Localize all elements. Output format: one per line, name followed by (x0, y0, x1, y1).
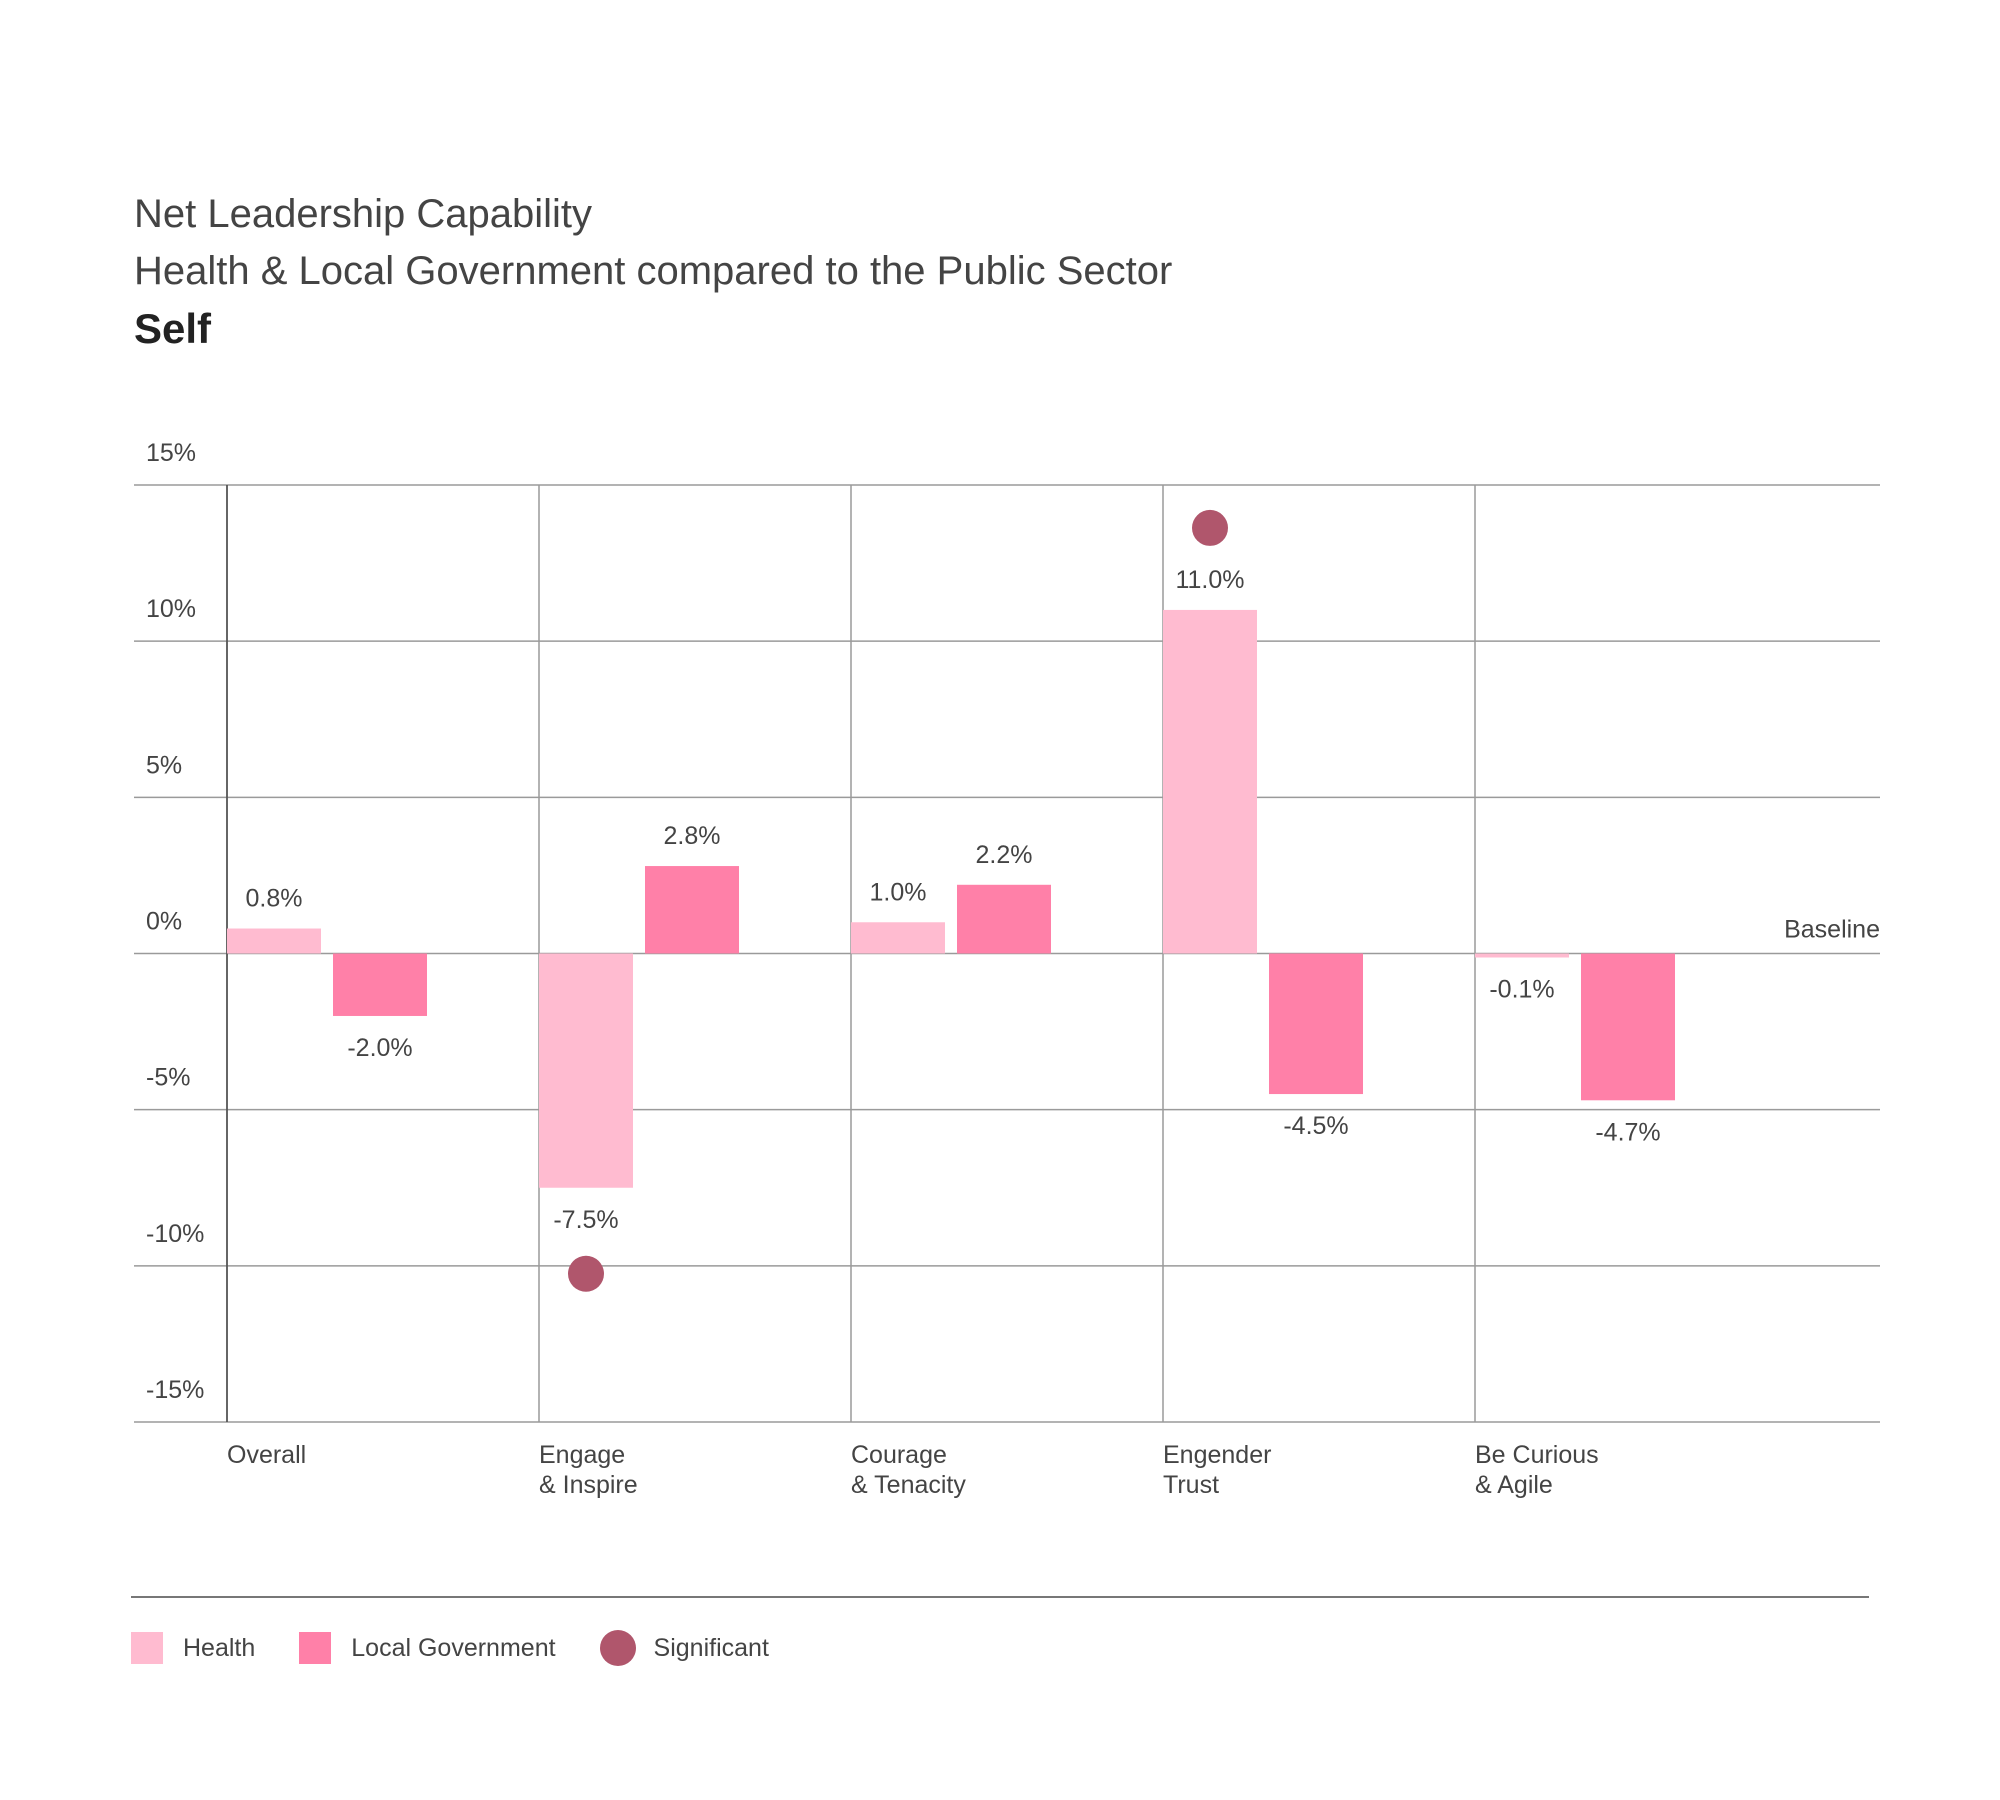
y-tick-label-3: 0% (146, 908, 182, 936)
legend-item-health: Health (131, 1632, 255, 1664)
chart-subtitle-self: Self (134, 305, 212, 352)
data-label-local-government-3: -4.5% (1283, 1112, 1348, 1140)
legend: Health Local Government Significant (131, 1630, 813, 1666)
data-label-health-3: 11.0% (1175, 566, 1244, 594)
bar-local-government-0 (333, 953, 427, 1016)
legend-item-significant: Significant (599, 1630, 769, 1666)
legend-item-local-government: Local Government (299, 1632, 556, 1664)
significant-marker-0 (568, 1255, 604, 1292)
y-tick-label-0: 15% (146, 439, 196, 467)
category-label-be-curious-agile: Be Curious & Agile (1475, 1441, 1599, 1499)
y-tick-label-6: -15% (146, 1376, 204, 1404)
data-label-local-government-2: 2.2% (976, 841, 1033, 869)
bar-health-4 (1475, 953, 1569, 958)
category-label-overall: Overall (227, 1441, 307, 1469)
chart-subtitle: Health & Local Government compared to th… (134, 249, 1173, 293)
y-tick-label-1: 10% (146, 595, 196, 623)
legend-divider (131, 1596, 1869, 1598)
bar-health-3 (1163, 609, 1257, 954)
significant-dot-icon (599, 1630, 636, 1666)
data-label-health-0: 0.8% (246, 885, 303, 913)
bar-local-government-3 (1269, 953, 1363, 1095)
baseline-label: Baseline (1784, 916, 1880, 944)
legend-label-local-government: Local Government (351, 1633, 556, 1662)
chart-title-block: Net Leadership Capability Health & Local… (134, 186, 1172, 357)
category-label-engage-inspire: Engage & Inspire (539, 1441, 638, 1499)
data-label-local-government-4: -4.7% (1595, 1118, 1660, 1146)
legend-label-health: Health (183, 1633, 256, 1662)
category-label-engender-trust: Engender Trust (1163, 1441, 1272, 1499)
y-tick-label-5: -10% (146, 1220, 204, 1248)
data-label-local-government-1: 2.8% (664, 822, 721, 850)
bar-health-2 (851, 922, 945, 954)
y-tick-label-2: 5% (146, 751, 182, 779)
bar-local-government-4 (1581, 953, 1675, 1101)
bar-health-0 (227, 928, 321, 954)
health-swatch (131, 1632, 163, 1664)
data-label-health-4: -0.1% (1489, 976, 1554, 1004)
legend-label-significant: Significant (653, 1633, 769, 1662)
data-label-health-1: -7.5% (553, 1206, 618, 1234)
data-label-health-2: 1.0% (870, 878, 927, 906)
data-label-local-government-0: -2.0% (347, 1034, 412, 1062)
bar-health-1 (539, 953, 633, 1188)
local-government-swatch (299, 1632, 332, 1664)
category-label-courage-tenacity: Courage & Tenacity (851, 1441, 966, 1499)
y-tick-label-4: -5% (146, 1064, 190, 1092)
significant-marker-1 (1192, 509, 1228, 546)
chart-title: Net Leadership Capability (134, 192, 593, 236)
bar-local-government-1 (645, 866, 739, 954)
bar-local-government-2 (957, 884, 1051, 954)
bar-chart: 15% 10% 5% 0% -5% -10% -15% Baseline 0.8% -7.5% 1.… (134, 439, 1880, 1423)
